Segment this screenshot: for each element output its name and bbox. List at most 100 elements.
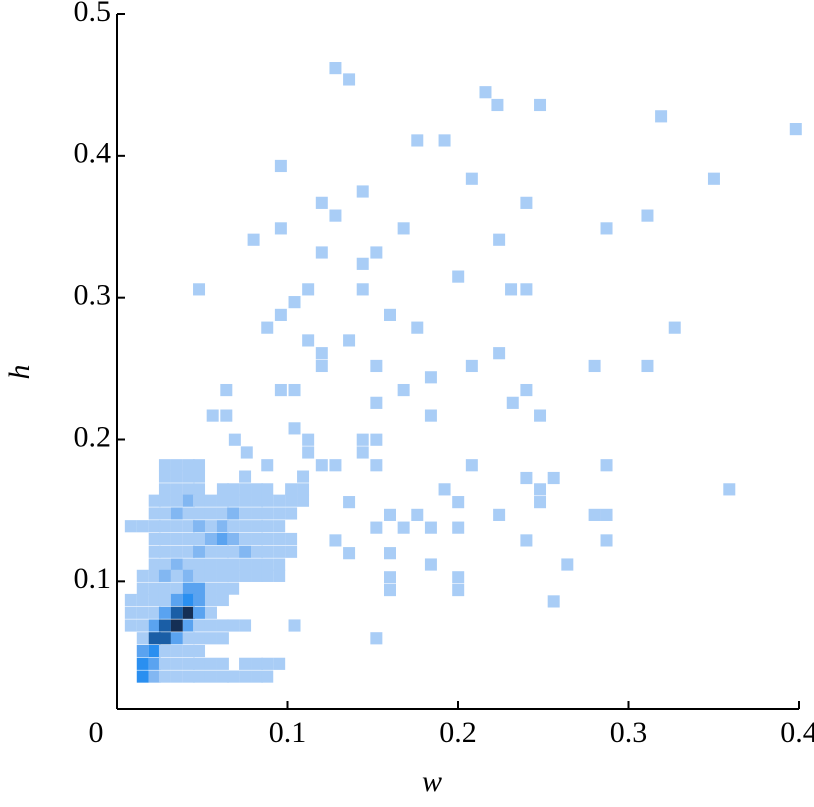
heatmap-cell (520, 471, 533, 485)
heatmap-cell (204, 582, 217, 595)
heatmap-cell (148, 558, 161, 571)
heatmap-cell (315, 196, 328, 209)
heatmap-cell (182, 520, 195, 533)
heatmap-cell (193, 558, 206, 571)
heatmap-cell (182, 670, 195, 683)
heatmap-cell (302, 433, 315, 446)
x-tick-label: 0.1 (269, 716, 307, 749)
heatmap-cell (227, 483, 240, 496)
heatmap-cell (170, 545, 183, 558)
heatmap-cell (239, 619, 252, 632)
heatmap-cell (204, 606, 217, 619)
heatmap-cell (193, 619, 206, 632)
heatmap-cell (216, 507, 229, 520)
heatmap-cell (227, 532, 240, 546)
heatmap-cell (216, 483, 229, 496)
heatmap-cell (261, 494, 274, 507)
heatmap-cell (506, 396, 519, 409)
heatmap-cell (182, 483, 195, 496)
heatmap-cell (158, 582, 171, 595)
heatmap-cell (655, 110, 668, 123)
heatmap-cell (251, 545, 264, 558)
heatmap-cell (204, 558, 217, 571)
heatmap-cell (239, 657, 252, 670)
heatmap-cell (370, 246, 383, 259)
heatmap-cell (240, 446, 253, 459)
heatmap-cell (285, 507, 298, 520)
heatmap-cell (193, 670, 206, 683)
heatmap-cell (329, 62, 342, 75)
heatmap-cell (251, 532, 264, 546)
heatmap-cell (182, 606, 195, 619)
heatmap-cell (204, 670, 217, 683)
heatmap-cell (239, 470, 252, 483)
heatmap-cell (493, 347, 506, 360)
heatmap-cell (204, 520, 217, 533)
heatmap-cell (547, 595, 560, 608)
heatmap-cell (239, 483, 252, 496)
heatmap-cell (273, 520, 286, 533)
heatmap-cell (534, 409, 547, 422)
heatmap-cell (170, 569, 183, 582)
heatmap-cell (520, 283, 533, 296)
heatmap-cell (170, 507, 183, 520)
heatmap-cell (411, 134, 424, 147)
heatmap-cell (193, 606, 206, 619)
heatmap-cell (465, 359, 478, 373)
heatmap-cell (170, 644, 183, 658)
heatmap-cell (274, 308, 287, 321)
heatmap-cell (216, 582, 229, 595)
heatmap-cell (182, 558, 195, 571)
heatmap-cell (274, 222, 287, 235)
heatmap-cell (452, 571, 465, 584)
heatmap-cell (170, 670, 183, 683)
heatmap-cell (148, 632, 161, 645)
heatmap-cell (273, 558, 286, 571)
heatmap-cell (534, 496, 547, 509)
heatmap-cell (193, 470, 206, 483)
heatmap-cell (285, 483, 298, 496)
heatmap-cell (465, 172, 478, 185)
heatmap-cell (285, 494, 298, 507)
heatmap-cell (600, 459, 613, 472)
heatmap-cell (136, 593, 149, 607)
heatmap-cell (182, 569, 195, 582)
heatmap-cell (182, 470, 195, 483)
heatmap-cell (329, 534, 342, 547)
heatmap-cell (370, 359, 383, 373)
heatmap-cell (158, 520, 171, 533)
heatmap-cell (182, 507, 195, 520)
heatmap-cell (411, 508, 424, 521)
heatmap-cell (384, 508, 396, 521)
heatmap-cell (261, 507, 274, 520)
heatmap-cell (520, 196, 533, 209)
heatmap-cell (148, 657, 161, 670)
heatmap-cell (288, 619, 301, 632)
heatmap-cell (182, 532, 195, 546)
heatmap-cell (227, 582, 240, 595)
y-tick-label: 0.3 (74, 279, 112, 312)
heatmap-cell (216, 593, 229, 607)
heatmap-cell (273, 657, 286, 670)
heatmap-cell (148, 606, 161, 619)
heatmap-cell (148, 593, 161, 607)
heatmap-cell (182, 582, 195, 595)
y-tick-label: 0.5 (74, 0, 112, 28)
heatmap-cell (239, 545, 252, 558)
heatmap-cell (329, 209, 342, 222)
heatmap-cell (158, 545, 171, 558)
y-tick-label: 0.1 (74, 562, 112, 595)
heatmap-cell (193, 644, 206, 658)
heatmap-cell (170, 558, 183, 571)
heatmap-cell (216, 619, 229, 632)
heatmap-cell (370, 459, 383, 472)
heatmap-cell (641, 359, 654, 373)
heatmap-cell (216, 569, 229, 582)
heatmap-cell (343, 496, 356, 509)
heatmap-cell (193, 657, 206, 670)
heatmap-cell (216, 670, 229, 683)
heatmap-cell (343, 73, 356, 86)
heatmap-cell (227, 494, 240, 507)
x-tick-label: 0.2 (439, 716, 477, 749)
